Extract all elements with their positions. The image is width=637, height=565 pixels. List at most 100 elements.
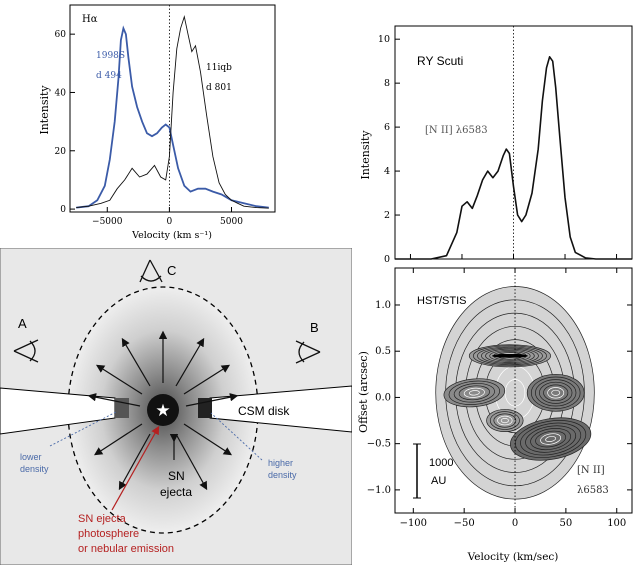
y-tick-label: 8 bbox=[384, 78, 390, 89]
contour-right-lobe bbox=[547, 387, 565, 399]
contour-map bbox=[435, 286, 595, 500]
y-axis-label: Intensity bbox=[38, 85, 51, 135]
line-id-label-1: [N II] bbox=[577, 465, 605, 476]
contour-right-lobe bbox=[535, 379, 577, 407]
viewpoint-label-a: A bbox=[18, 316, 27, 331]
x-tick-label: −50 bbox=[454, 518, 475, 529]
ry-scuti-profile-chart: 0 2 4 6 8 10 RY Scuti [N II] λ6583 Intensity bbox=[359, 25, 633, 265]
series-line-ry-scuti bbox=[395, 56, 632, 260]
chart-title: HST/STIS bbox=[417, 295, 467, 307]
eye-icon-c bbox=[139, 259, 163, 283]
higher-density-label-line1: higher bbox=[268, 458, 293, 468]
lower-density-label-line2: density bbox=[20, 464, 49, 474]
x-tick-label: 0 bbox=[512, 518, 518, 529]
photosphere-pointer bbox=[111, 425, 160, 511]
y-tick-label: −1.0 bbox=[367, 485, 391, 496]
contour-bright-knot bbox=[489, 349, 531, 362]
contour-left-lobe bbox=[468, 390, 480, 396]
lower-density-pointer bbox=[49, 411, 117, 447]
hst-stis-pv-diagram: −100 −50 0 50 100−1.0−0.50.00.51.0 HST/STIS … bbox=[357, 267, 633, 563]
halpha-profile-chart: −5000 0 5000 0 20 40 60 Hα 1998S d 494 11iqb d… bbox=[38, 4, 276, 240]
contour-left-lobe bbox=[458, 385, 490, 401]
lower-density-label-line1: lower bbox=[20, 452, 42, 462]
contour-center-lobe bbox=[493, 413, 517, 428]
contour-bright-knot bbox=[477, 346, 543, 366]
csm-disk-label: CSM disk bbox=[238, 404, 290, 418]
y-tick-label: 20 bbox=[55, 147, 67, 157]
contour-right-lobe bbox=[530, 376, 581, 409]
series-label-1998s-line2: d 494 bbox=[96, 71, 122, 81]
y-tick-label: 1.0 bbox=[375, 300, 391, 311]
photosphere-label-line3: or nebular emission bbox=[78, 543, 174, 555]
y-tick-label: 0 bbox=[384, 254, 390, 265]
contour-lower-lobe bbox=[535, 430, 567, 448]
higher-density-label-line2: density bbox=[268, 470, 297, 480]
contour-center-lobe bbox=[486, 409, 524, 432]
contour-bright-knot bbox=[485, 348, 535, 363]
contour-lower-lobe bbox=[520, 422, 582, 456]
contour-left-lobe bbox=[453, 383, 495, 403]
x-tick-label: 0 bbox=[167, 217, 173, 227]
y-tick-label: 40 bbox=[55, 88, 67, 98]
y-tick-label: 60 bbox=[55, 30, 67, 40]
sn-photosphere bbox=[147, 394, 179, 426]
contour-lower-lobe bbox=[515, 420, 587, 458]
series-line-1998s bbox=[76, 25, 269, 209]
scale-bar-label-value: 1000 bbox=[429, 457, 453, 469]
contour-lower-lobe bbox=[525, 425, 577, 453]
ejecta-arrows bbox=[87, 330, 239, 491]
line-id-label: [N II] λ6583 bbox=[425, 125, 488, 136]
contour-center-lobe bbox=[489, 411, 520, 430]
contour-center-lobe bbox=[497, 415, 513, 426]
scale-bar-label-unit: AU bbox=[431, 475, 446, 487]
contour-lower-lobe bbox=[540, 433, 562, 445]
viewpoint-label-b: B bbox=[310, 320, 319, 335]
y-axis-label: Intensity bbox=[359, 130, 372, 180]
sn-ejecta-label-line1: SN bbox=[168, 469, 185, 483]
y-tick-label: −0.5 bbox=[367, 439, 391, 450]
series-label-1998s-line1: 1998S bbox=[96, 51, 125, 61]
x-tick-label: −5000 bbox=[92, 217, 123, 227]
line-id-label: Hα bbox=[82, 14, 98, 25]
photosphere-label-line2: photosphere bbox=[78, 528, 139, 540]
y-tick-label: 4 bbox=[384, 166, 390, 177]
photosphere-label-line1: SN ejecta bbox=[78, 513, 127, 525]
csm-geometry-schematic: ★ A B C CSM disk SN ejecta lower density… bbox=[0, 248, 352, 565]
contour-left-lobe bbox=[463, 387, 485, 398]
x-tick-label: 100 bbox=[607, 518, 626, 529]
plot-frame bbox=[69, 4, 276, 213]
chart-title: RY Scuti bbox=[417, 54, 463, 68]
contour-lower-lobe bbox=[530, 428, 572, 451]
x-tick-label: −100 bbox=[400, 518, 427, 529]
contour-right-lobe bbox=[539, 381, 573, 404]
x-tick-label: 50 bbox=[560, 518, 573, 529]
eye-icon-b bbox=[295, 340, 321, 364]
viewpoint-label-c: C bbox=[167, 263, 176, 278]
x-axis-label: Velocity (km/sec) bbox=[467, 551, 559, 563]
contour-left-lobe bbox=[448, 380, 501, 405]
eye-icon-a bbox=[13, 339, 39, 363]
star-icon: ★ bbox=[155, 401, 170, 420]
contour-envelope bbox=[504, 379, 526, 407]
contour-right-lobe bbox=[551, 389, 561, 396]
y-tick-label: 0.5 bbox=[375, 346, 391, 357]
series-line-11iqb bbox=[76, 14, 269, 209]
contour-peak bbox=[491, 353, 528, 358]
contour-center-lobe bbox=[500, 417, 509, 424]
line-id-label-2: λ6583 bbox=[577, 485, 609, 496]
x-tick-label: 5000 bbox=[220, 217, 243, 227]
y-tick-label: 0 bbox=[60, 205, 66, 215]
series-label-11iqb-line2: d 801 bbox=[206, 83, 232, 93]
contour-bright-knot bbox=[472, 345, 547, 367]
y-tick-label: 6 bbox=[384, 122, 390, 133]
series-label-11iqb-line1: 11iqb bbox=[206, 63, 232, 73]
y-tick-label: 10 bbox=[378, 34, 390, 45]
y-axis-label: Offset (arcsec) bbox=[357, 351, 370, 433]
contour-right-lobe bbox=[543, 384, 569, 402]
sn-ejecta-label-line2: ejecta bbox=[160, 485, 192, 499]
x-axis-label: Velocity (km s⁻¹) bbox=[131, 230, 212, 240]
contour-bright-knot bbox=[481, 347, 539, 364]
higher-density-pointer bbox=[210, 412, 263, 461]
y-tick-label: 0.0 bbox=[375, 392, 391, 403]
y-tick-label: 2 bbox=[384, 210, 390, 221]
